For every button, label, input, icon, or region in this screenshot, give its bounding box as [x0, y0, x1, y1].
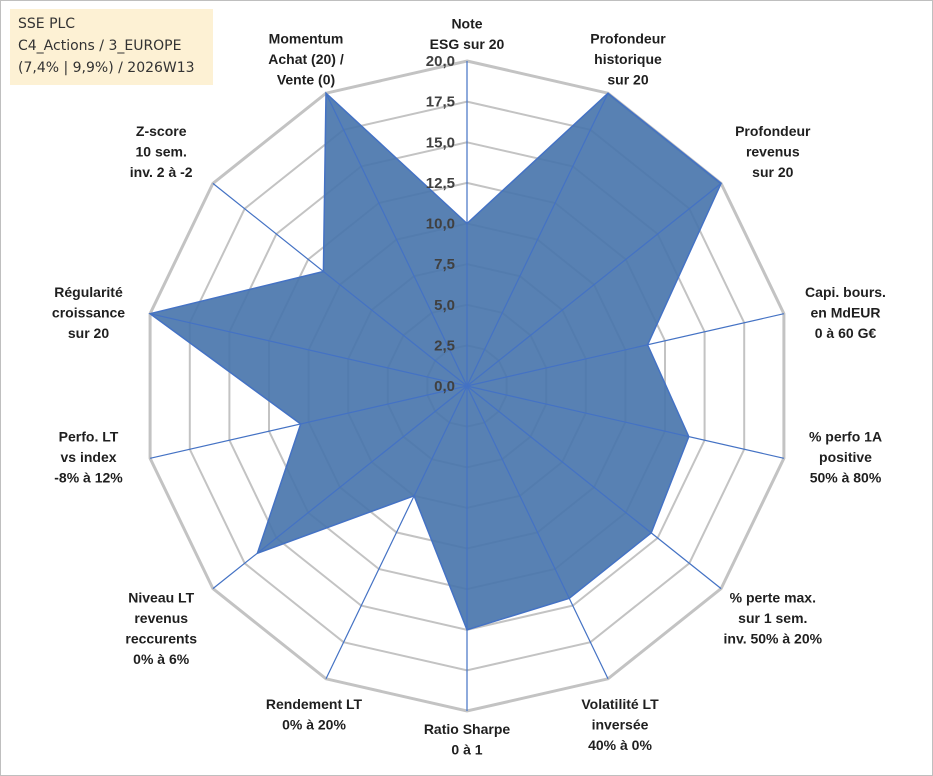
axis-label: Vente (0) [277, 72, 335, 88]
axis-label: sur 20 [68, 325, 109, 341]
axis-spoke [212, 385, 468, 590]
axis-label: sur 1 sem. [738, 610, 807, 626]
axis-label: sur 20 [607, 72, 648, 88]
axis-label: Rendement LT [266, 696, 363, 712]
axis-label: Momentum [269, 31, 344, 47]
tick-label: 17,5 [426, 94, 455, 111]
info-period: (7,4% | 9,9%) / 2026W13 [18, 60, 195, 76]
axis-label: historique [594, 51, 662, 67]
axis-spoke [325, 92, 468, 387]
axis-label: Profondeur [735, 123, 811, 139]
axis-spoke [466, 92, 609, 387]
axis-spoke [466, 385, 609, 680]
tick-label: 2,5 [434, 337, 455, 354]
axis-spoke [212, 182, 468, 387]
axis-label: Achat (20) / [268, 51, 344, 67]
axis-label: Profondeur [590, 31, 666, 47]
tick-label: 5,0 [434, 297, 455, 314]
axis-label: 40% à 0% [588, 737, 652, 753]
axis-label: Ratio Sharpe [424, 721, 511, 737]
axis-spoke [466, 385, 785, 459]
axis-label: 0 à 60 G€ [815, 325, 877, 341]
axis-spoke [466, 182, 722, 387]
axis-label: 0 à 1 [451, 742, 482, 758]
axis-label: reccurents [125, 631, 197, 647]
tick-label: 12,5 [426, 175, 455, 192]
axis-label: % perfo 1A [809, 429, 882, 445]
axis-label: Note [451, 16, 482, 32]
axis-label: en MdEUR [811, 304, 881, 320]
axis-spoke [466, 385, 722, 590]
info-box: SSE PLC C4_Actions / 3_EUROPE (7,4% | 9,… [10, 9, 213, 85]
axis-label: Z-score [136, 123, 187, 139]
info-category: C4_Actions / 3_EUROPE [18, 38, 182, 54]
axis-label: 0% à 6% [133, 651, 190, 667]
axis-spoke [325, 385, 468, 680]
axis-label: 0% à 20% [282, 716, 346, 732]
axis-label: Volatilité LT [581, 696, 659, 712]
axis-label: -8% à 12% [54, 470, 123, 486]
axis-spoke [466, 313, 785, 387]
axis-spoke [149, 313, 468, 387]
tick-label: 7,5 [434, 256, 455, 273]
axis-label: sur 20 [752, 164, 793, 180]
axis-label: positive [819, 449, 872, 465]
axis-label: Capi. bours. [805, 284, 886, 300]
axis-label: 50% à 80% [810, 470, 882, 486]
axis-label: Perfo. LT [59, 429, 119, 445]
axis-label: inv. 2 à -2 [130, 164, 193, 180]
axis-label: revenus [134, 610, 188, 626]
axis-label: croissance [52, 304, 125, 320]
axis-label: 10 sem. [136, 143, 187, 159]
tick-label: 0,0 [434, 378, 455, 395]
axis-label: vs index [60, 449, 116, 465]
axis-label: revenus [746, 143, 800, 159]
axis-label: % perte max. [730, 590, 816, 606]
axis-label: Niveau LT [128, 590, 194, 606]
axis-label: inv. 50% à 20% [724, 631, 823, 647]
axis-label: Régularité [54, 284, 123, 300]
axis-label: inversée [592, 716, 649, 732]
tick-label: 15,0 [426, 134, 455, 151]
axis-spoke [149, 385, 468, 459]
axis-label: ESG sur 20 [430, 36, 505, 52]
tick-label: 20,0 [426, 53, 455, 70]
info-company: SSE PLC [18, 16, 76, 32]
tick-label: 10,0 [426, 216, 455, 233]
